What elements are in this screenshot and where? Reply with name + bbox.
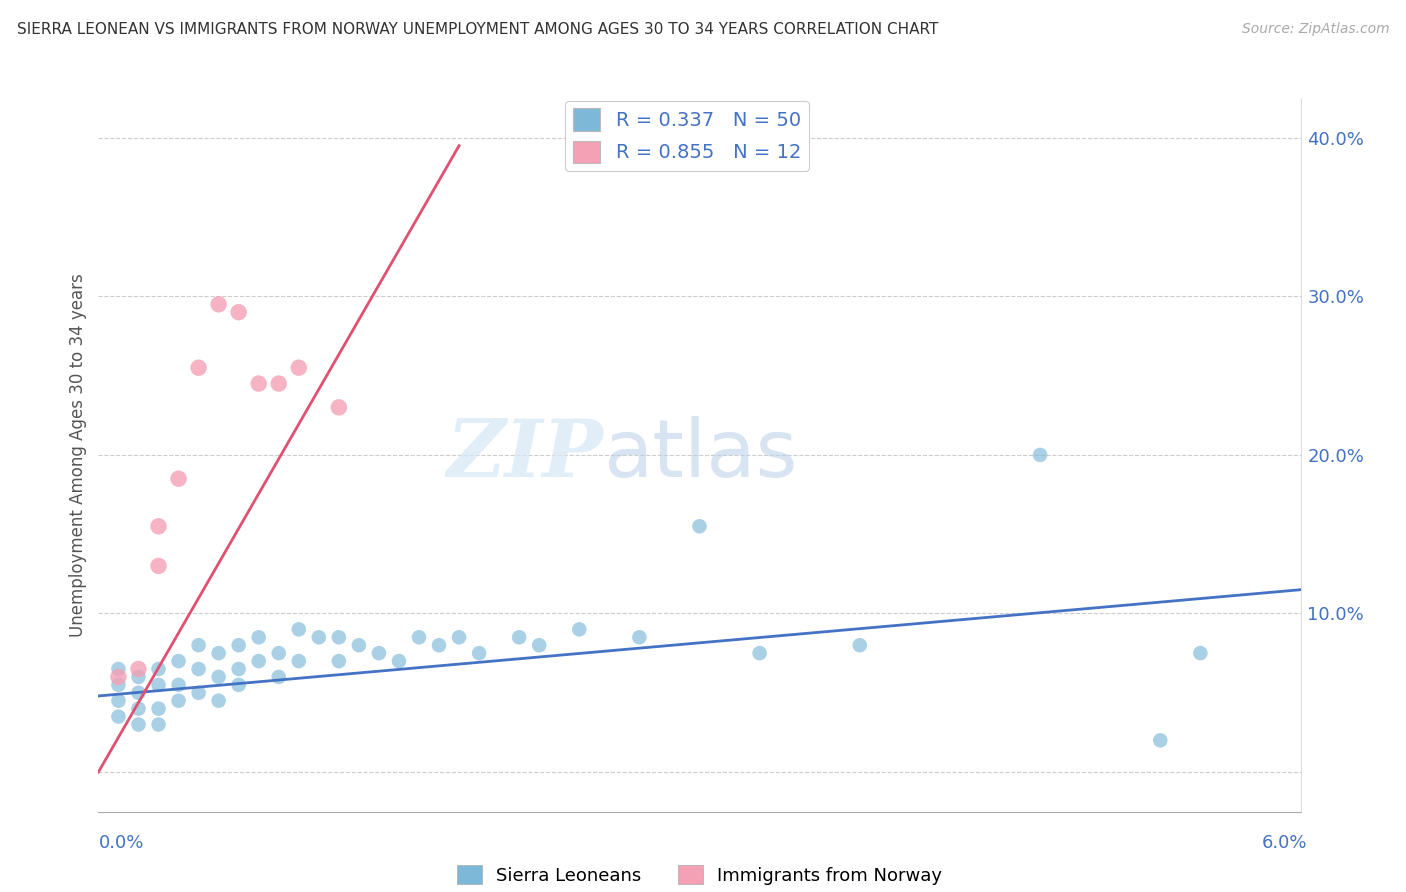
Point: [148, 678, 170, 692]
Point: [1149, 733, 1171, 747]
Point: [508, 630, 530, 644]
Point: [288, 623, 311, 637]
Point: [148, 701, 170, 715]
Point: [849, 638, 872, 652]
Text: 6.0%: 6.0%: [1263, 834, 1308, 852]
Point: [328, 401, 350, 415]
Point: [328, 630, 350, 644]
Point: [208, 694, 231, 708]
Point: [107, 662, 129, 676]
Point: [247, 630, 270, 644]
Point: [267, 646, 290, 660]
Point: [128, 686, 150, 700]
Point: [308, 630, 330, 644]
Text: 0.0%: 0.0%: [98, 834, 143, 852]
Point: [128, 717, 150, 731]
Point: [228, 305, 250, 319]
Point: [288, 654, 311, 668]
Point: [247, 654, 270, 668]
Text: atlas: atlas: [603, 416, 797, 494]
Point: [187, 662, 209, 676]
Point: [1189, 646, 1212, 660]
Point: [148, 558, 170, 573]
Point: [187, 360, 209, 375]
Y-axis label: Unemployment Among Ages 30 to 34 years: Unemployment Among Ages 30 to 34 years: [69, 273, 87, 637]
Point: [128, 670, 150, 684]
Text: Source: ZipAtlas.com: Source: ZipAtlas.com: [1241, 22, 1389, 37]
Point: [128, 662, 150, 676]
Point: [568, 623, 591, 637]
Point: [247, 376, 270, 391]
Point: [148, 519, 170, 533]
Point: [267, 670, 290, 684]
Point: [208, 670, 231, 684]
Text: SIERRA LEONEAN VS IMMIGRANTS FROM NORWAY UNEMPLOYMENT AMONG AGES 30 TO 34 YEARS : SIERRA LEONEAN VS IMMIGRANTS FROM NORWAY…: [17, 22, 938, 37]
Point: [107, 678, 129, 692]
Point: [388, 654, 411, 668]
Point: [208, 297, 231, 311]
Point: [107, 709, 129, 723]
Point: [288, 360, 311, 375]
Point: [748, 646, 770, 660]
Point: [167, 654, 190, 668]
Point: [148, 662, 170, 676]
Point: [1029, 448, 1052, 462]
Point: [107, 694, 129, 708]
Point: [208, 646, 231, 660]
Point: [107, 670, 129, 684]
Point: [187, 638, 209, 652]
Point: [148, 717, 170, 731]
Point: [167, 678, 190, 692]
Point: [328, 654, 350, 668]
Point: [529, 638, 551, 652]
Point: [167, 694, 190, 708]
Point: [128, 701, 150, 715]
Point: [628, 630, 651, 644]
Point: [447, 630, 470, 644]
Point: [689, 519, 711, 533]
Point: [427, 638, 450, 652]
Point: [187, 686, 209, 700]
Text: ZIP: ZIP: [447, 417, 603, 493]
Point: [228, 638, 250, 652]
Point: [267, 376, 290, 391]
Point: [468, 646, 491, 660]
Point: [408, 630, 430, 644]
Point: [228, 678, 250, 692]
Point: [368, 646, 391, 660]
Point: [167, 472, 190, 486]
Legend: R = 0.337   N = 50, R = 0.855   N = 12: R = 0.337 N = 50, R = 0.855 N = 12: [565, 101, 808, 171]
Point: [228, 662, 250, 676]
Point: [347, 638, 370, 652]
